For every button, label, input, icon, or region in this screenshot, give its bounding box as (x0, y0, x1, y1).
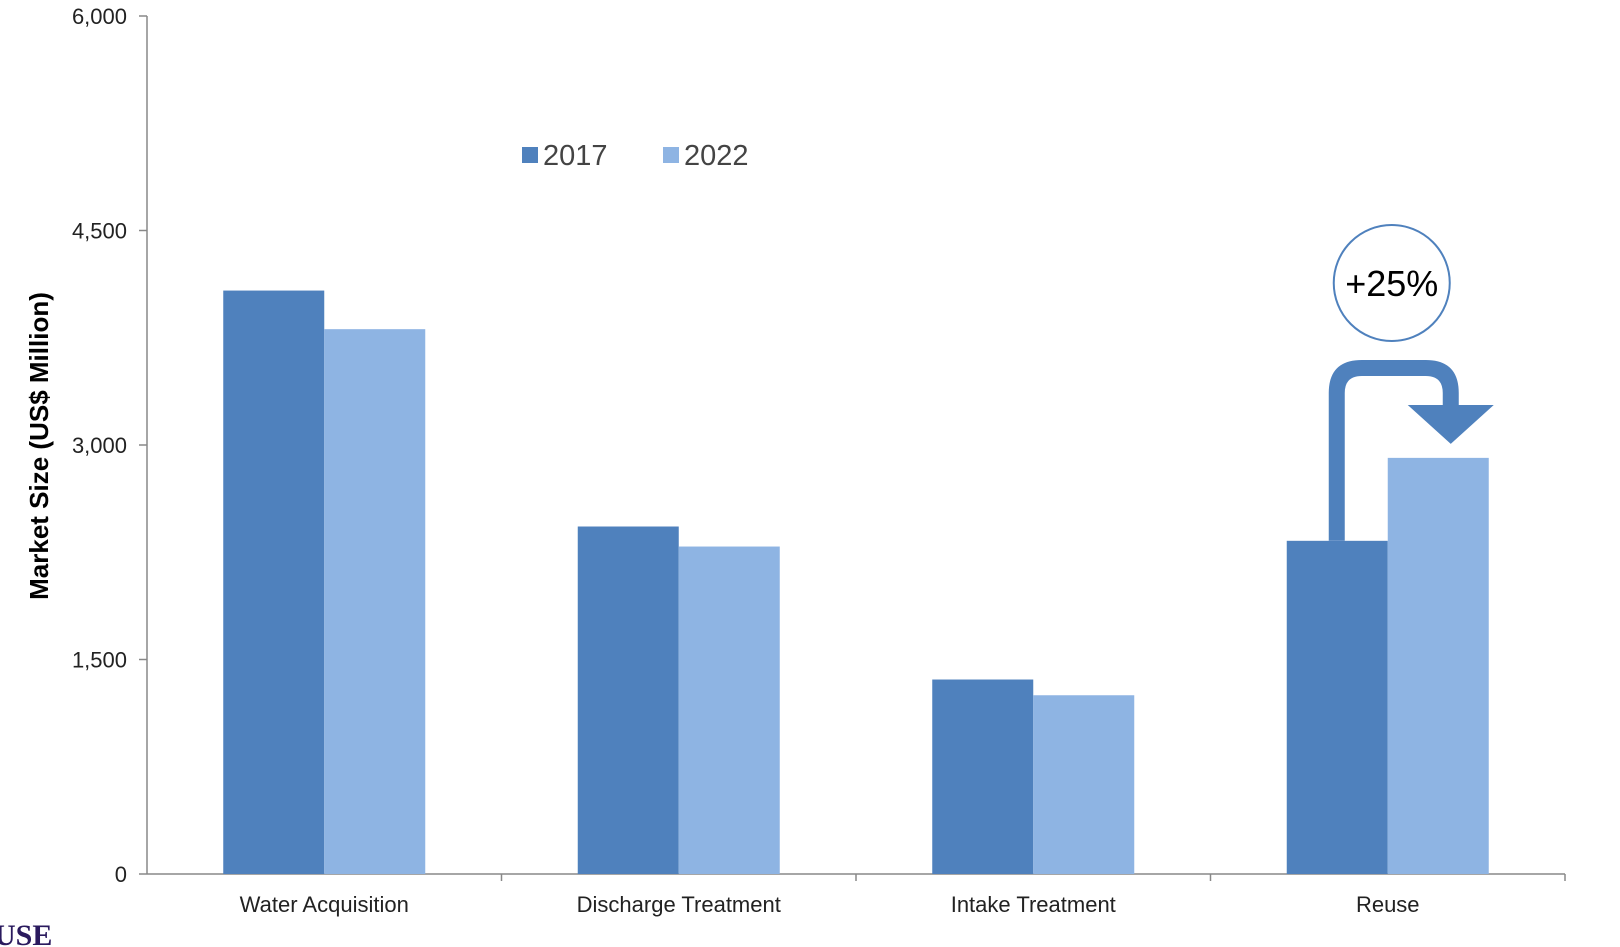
legend-label-2017: 2017 (543, 140, 608, 172)
bar-2022-3 (1387, 457, 1489, 874)
growth-badge-text: +25% (1345, 263, 1438, 304)
legend-swatch-2022 (663, 147, 679, 163)
bar-2017-1 (577, 526, 679, 874)
legend: 2017 2022 (522, 140, 749, 172)
x-tick-label: Discharge Treatment (577, 892, 781, 917)
bar-2022-0 (324, 329, 426, 874)
x-tick-label: Water Acquisition (240, 892, 409, 917)
legend-label-2022: 2022 (684, 140, 749, 172)
bar-2022-2 (1033, 695, 1135, 874)
y-axis-label: Market Size (US$ Million) (24, 292, 54, 600)
y-tick-label: 4,500 (72, 219, 127, 244)
bar-2017-0 (223, 290, 325, 874)
growth-annotation: +25% (1328, 224, 1494, 541)
bars (223, 290, 1489, 874)
growth-badge-circle (1332, 224, 1451, 342)
y-tick-label: 0 (115, 862, 127, 887)
bar-2017-3 (1286, 540, 1388, 874)
logo-fragment: USE (0, 919, 52, 947)
legend-swatch-2017 (522, 147, 538, 163)
bar-2017-2 (932, 679, 1034, 874)
x-ticks: Water Acquisition Discharge Treatment Inta… (240, 874, 1566, 917)
bar-2022-1 (678, 546, 780, 874)
growth-arrow-icon (1328, 360, 1494, 541)
y-ticks: 0 1,500 3,000 4,500 6,000 (72, 4, 147, 887)
y-tick-label: 1,500 (72, 648, 127, 673)
x-tick-label: Reuse (1356, 892, 1420, 917)
y-tick-label: 3,000 (72, 433, 127, 458)
y-tick-label: 6,000 (72, 4, 127, 29)
x-tick-label: Intake Treatment (951, 892, 1116, 917)
